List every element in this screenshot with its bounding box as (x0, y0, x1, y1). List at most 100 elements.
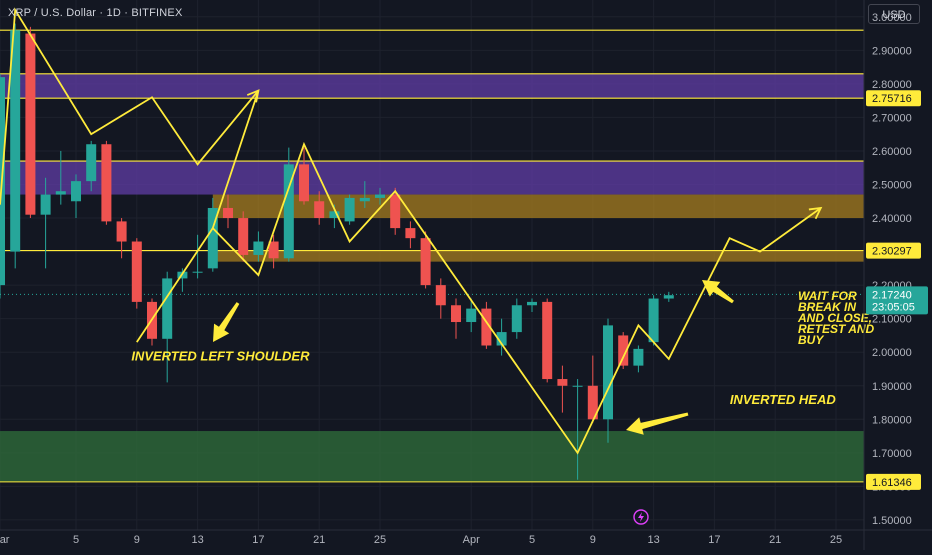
head-pointer-arrow (626, 412, 689, 435)
candle-body (618, 335, 629, 366)
candle-body (40, 194, 51, 215)
y-tick-label: 1.80000 (872, 414, 912, 426)
y-tick-label: 1.90000 (872, 381, 912, 393)
candle-body (344, 197, 355, 222)
annotation-line: INVERTED LEFT SHOULDER (131, 349, 310, 364)
candle-body (435, 285, 446, 306)
annotation-text: INVERTED LEFT SHOULDER (131, 349, 310, 364)
left-shoulder-pointer-arrow (213, 302, 240, 342)
current-price-badge (866, 286, 928, 315)
candle-body (207, 207, 218, 269)
candle-body (162, 278, 173, 339)
candle-body (299, 164, 309, 202)
symbol-title: XRP / U.S. Dollar · 1D · BITFINEX (8, 7, 183, 19)
y-tick-label: 2.00000 (872, 347, 912, 359)
x-tick-label: 25 (374, 534, 386, 546)
y-tick-label: 1.70000 (872, 448, 912, 460)
x-tick-label: 13 (191, 534, 203, 546)
level-price-label: 1.61346 (872, 477, 912, 489)
annotation-text: WAIT FOR BREAK IN AND CLOSE, RETEST AND BUY (797, 289, 875, 347)
candle-body (527, 301, 537, 306)
annotation-line: RETEST AND (798, 322, 875, 336)
currency-button[interactable]: USD (868, 4, 920, 24)
candle-body (314, 201, 325, 219)
candle-body (101, 144, 112, 222)
lightning-icon[interactable] (633, 509, 649, 525)
candle-body (10, 30, 21, 252)
pattern-arrowhead (808, 206, 823, 220)
annotation-line: WAIT FOR (798, 289, 857, 303)
candle-body (466, 308, 477, 323)
annotation-text: INVERTED HEAD (730, 392, 837, 407)
pattern-path (0, 7, 822, 455)
candle-body (359, 197, 370, 202)
candle-body (633, 348, 644, 366)
candle-body (192, 271, 203, 273)
bar-countdown-label: 23:05:05 (872, 301, 915, 313)
candle-body (223, 207, 233, 219)
candle-body (663, 295, 674, 299)
candle-body (131, 241, 142, 302)
candle-body (587, 385, 598, 420)
candle-body (71, 181, 81, 202)
candle-body (420, 238, 431, 286)
x-tick-label: 5 (73, 534, 79, 546)
level-price-label: 2.30297 (872, 246, 912, 258)
annotation-line: AND CLOSE, (797, 311, 872, 325)
breakout-pointer-arrow (702, 280, 734, 304)
orange-zone (212, 250, 865, 262)
x-tick-label: 9 (134, 534, 140, 546)
candle-body (268, 241, 279, 259)
current-price-label: 2.17240 (872, 289, 912, 301)
candle-body (557, 379, 568, 386)
level-price-badge (866, 90, 921, 107)
pattern-arrowhead (246, 89, 260, 103)
y-tick-label: 1.50000 (872, 515, 912, 527)
y-tick-label: 2.60000 (872, 146, 912, 158)
annotation-line: INVERTED HEAD (730, 392, 837, 407)
y-tick-label: 3.00000 (872, 12, 912, 24)
candle-body (375, 194, 385, 198)
candle-body (572, 385, 583, 387)
candle-body (390, 194, 401, 229)
level-price-badge (866, 473, 921, 490)
x-tick-label: 21 (313, 534, 325, 546)
x-tick-label: 13 (647, 534, 659, 546)
support-zone (0, 431, 864, 482)
level-price-label: 2.75716 (872, 93, 912, 105)
candle-body (238, 218, 249, 255)
x-tick-label: Mar (0, 534, 10, 546)
candle-body (603, 325, 613, 420)
y-tick-label: 2.50000 (872, 179, 912, 191)
resistance-zone (0, 73, 864, 99)
y-tick-label: 2.40000 (872, 213, 912, 225)
y-tick-label: 2.90000 (872, 45, 912, 57)
candle-body (405, 228, 416, 239)
pattern-path-segment (136, 227, 214, 343)
x-tick-label: 17 (708, 534, 720, 546)
candle-body (542, 301, 553, 380)
orange-zone (212, 194, 865, 219)
annotation-line: BUY (798, 333, 824, 347)
candle-body (55, 191, 66, 195)
candle-body (648, 298, 659, 343)
candle-body (481, 308, 492, 346)
resistance-zone (0, 161, 864, 195)
y-tick-label: 2.70000 (872, 112, 912, 124)
x-tick-label: Apr (463, 534, 480, 546)
x-tick-label: 21 (769, 534, 781, 546)
candle-body (451, 305, 461, 323)
annotation-line: BREAK IN (798, 300, 856, 314)
candle-body (511, 305, 522, 333)
y-tick-label: 2.10000 (872, 314, 912, 326)
candle-body (86, 144, 97, 182)
x-tick-label: 17 (252, 534, 264, 546)
candle-body (496, 332, 507, 346)
candle-body (283, 164, 294, 259)
x-tick-label: 9 (590, 534, 596, 546)
x-tick-label: 25 (830, 534, 842, 546)
candle-body (116, 221, 127, 242)
candle-body (253, 241, 264, 255)
y-tick-label: 2.80000 (872, 79, 912, 91)
